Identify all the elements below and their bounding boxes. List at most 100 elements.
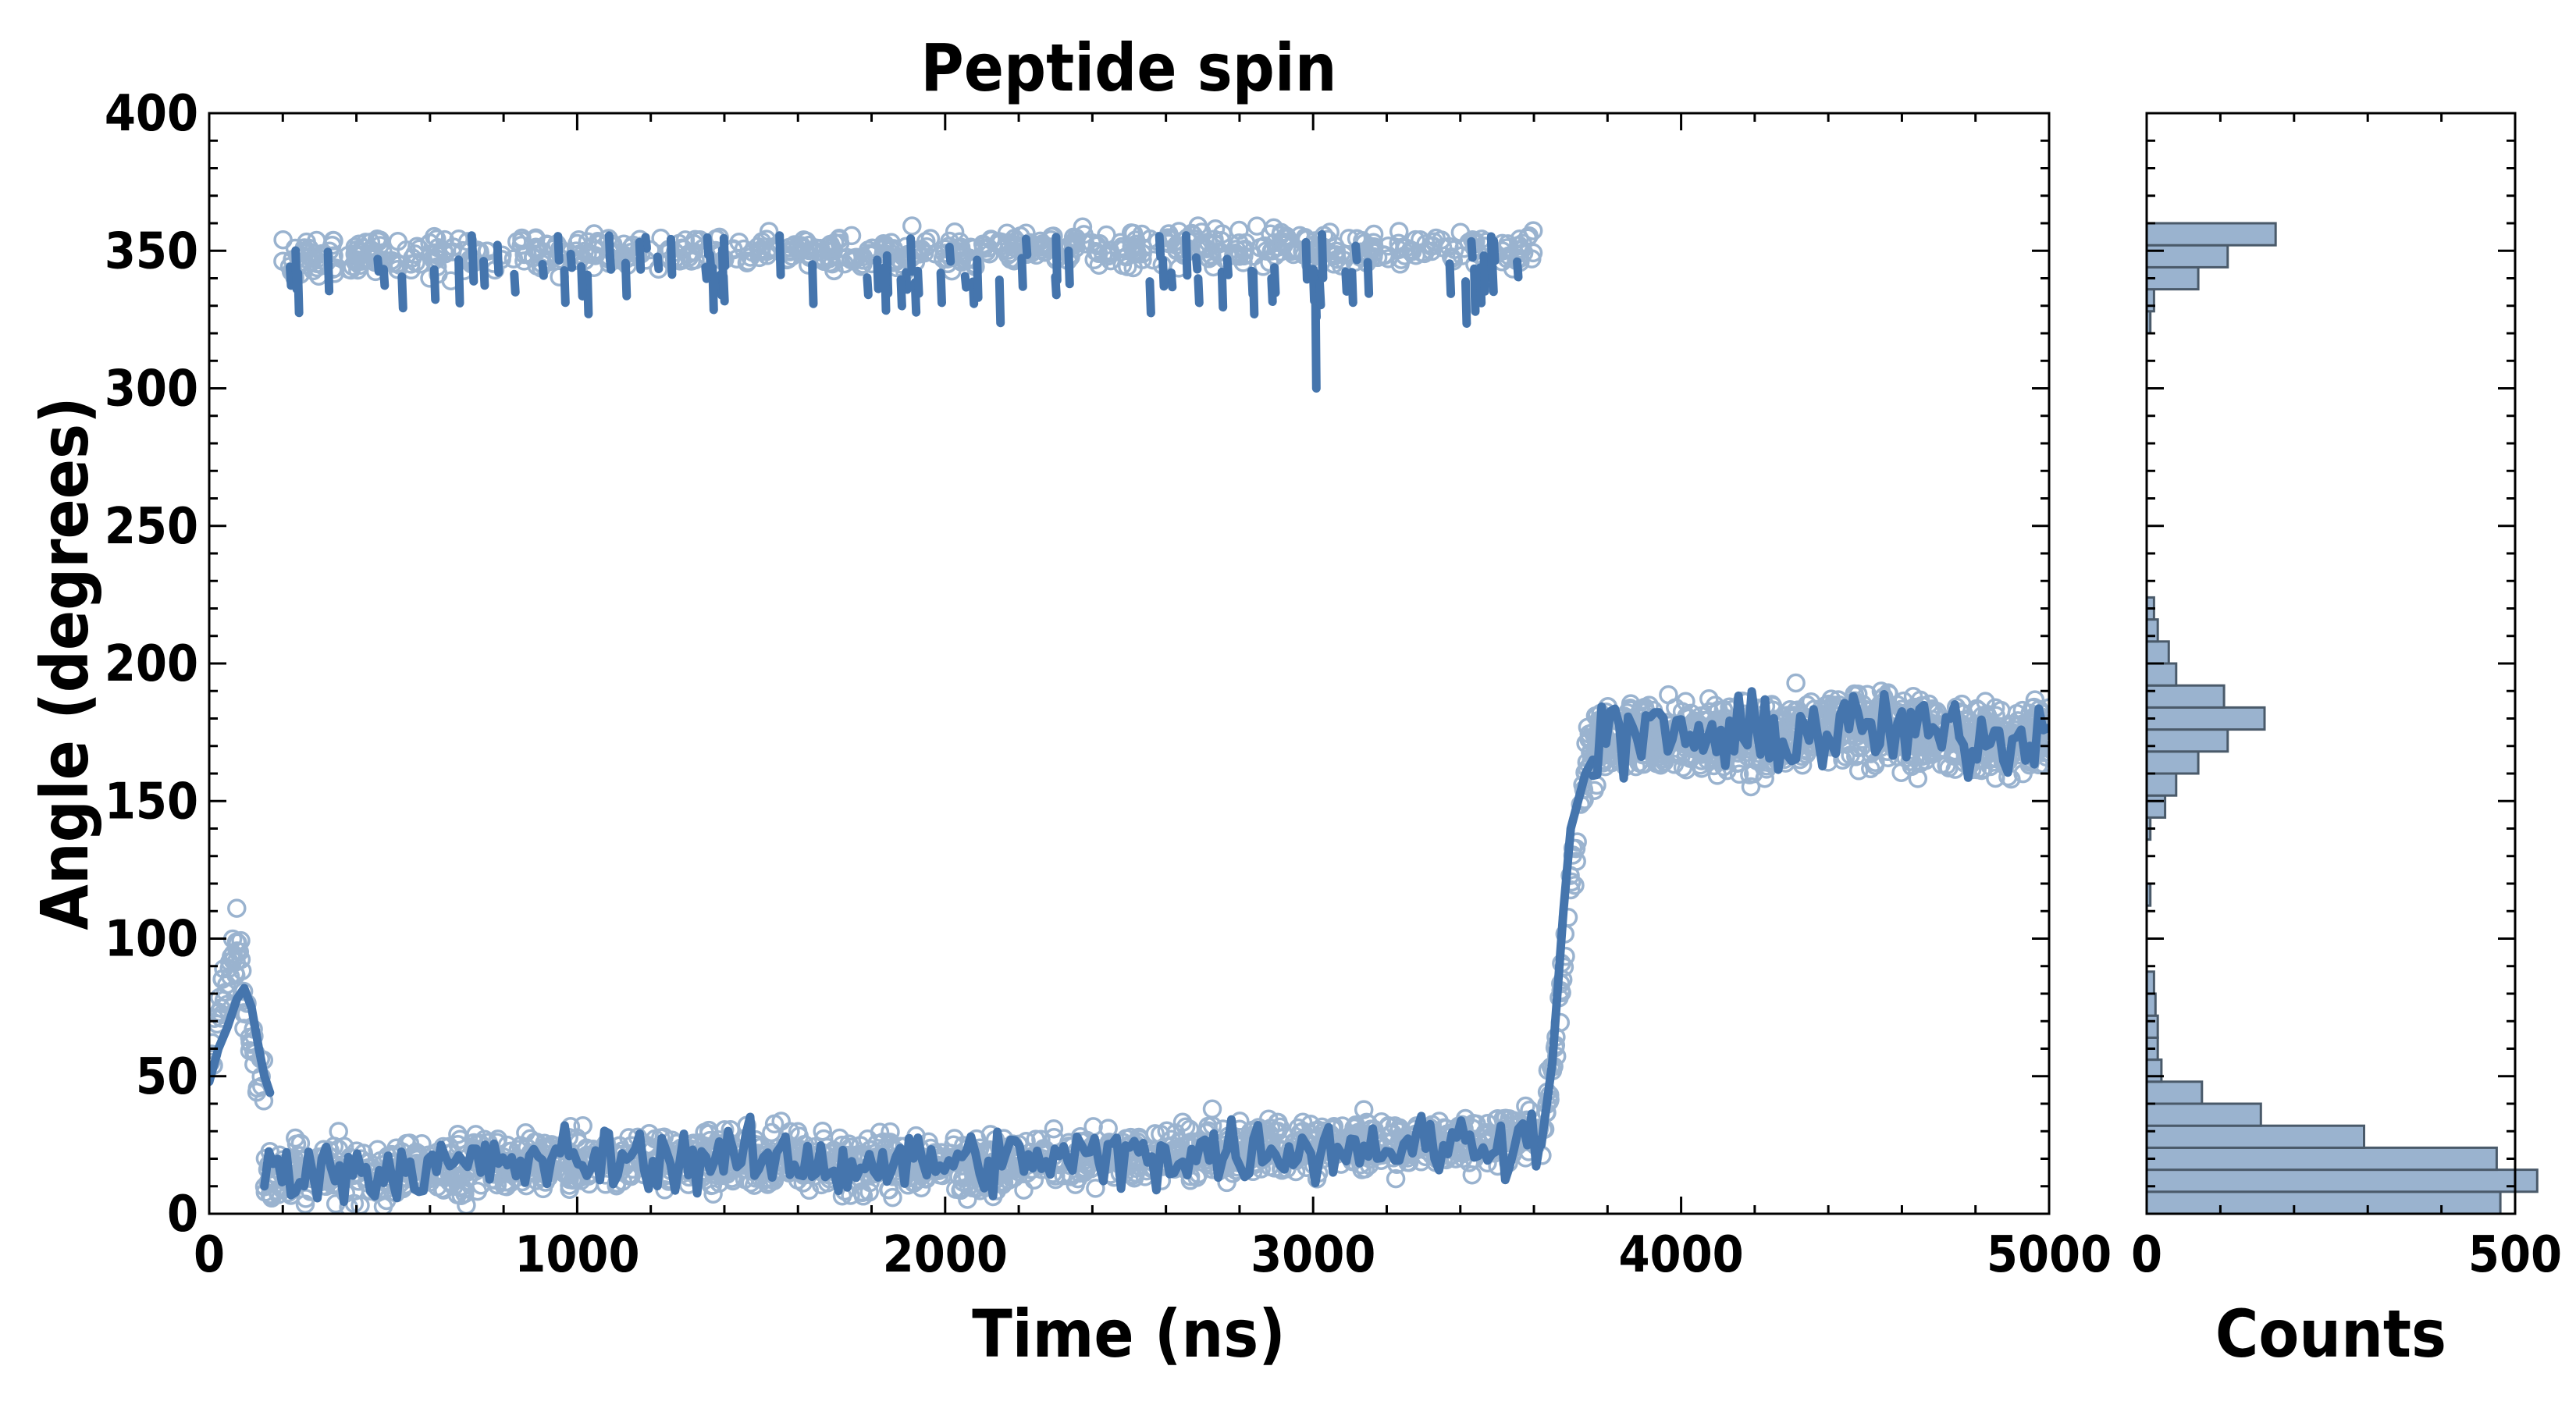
hist-x-tick-label: 500 — [2468, 1226, 2562, 1284]
running-average-line — [209, 229, 2049, 1207]
data-point — [1031, 1129, 1051, 1149]
data-point — [1386, 1168, 1406, 1189]
average-segment — [1166, 268, 1177, 292]
data-point — [451, 1186, 471, 1205]
data-point — [762, 1122, 781, 1143]
data-point — [873, 235, 893, 254]
histogram-bar — [2145, 706, 2266, 731]
y-tick-label: 300 — [105, 361, 198, 418]
data-point — [434, 1180, 454, 1200]
data-point — [1516, 1096, 1535, 1116]
data-point — [1646, 745, 1667, 765]
histogram-bar — [2145, 1014, 2159, 1039]
chart-title: Peptide spin — [920, 30, 1336, 106]
x-tick-label: 0 — [194, 1226, 225, 1284]
data-point — [1217, 1172, 1236, 1193]
data-point — [758, 1175, 777, 1194]
data-point — [1986, 768, 2005, 788]
average-segment — [1315, 279, 1325, 310]
data-point — [859, 1182, 879, 1202]
average-segment — [553, 232, 564, 265]
y-tick-label: 250 — [105, 498, 198, 556]
hist-x-tick-label: 0 — [2131, 1226, 2162, 1284]
data-point — [1422, 236, 1443, 255]
y-tick-label: 100 — [105, 911, 198, 969]
data-point — [1100, 241, 1120, 261]
data-point — [699, 1120, 719, 1140]
average-segment — [775, 231, 785, 279]
average-segment — [1301, 237, 1311, 284]
data-point — [1374, 245, 1394, 265]
data-point — [1212, 230, 1231, 251]
data-point — [771, 1112, 791, 1131]
data-point — [789, 1126, 809, 1146]
average-segment — [1467, 237, 1477, 262]
histogram-bar — [2145, 728, 2229, 753]
data-point — [2013, 763, 2033, 784]
data-point — [466, 1125, 486, 1144]
average-segment — [260, 1109, 1545, 1207]
data-point — [1786, 673, 1806, 693]
data-point — [1355, 1159, 1375, 1179]
average-segment — [902, 268, 912, 294]
average-segment — [1155, 232, 1165, 261]
average-segment — [604, 231, 615, 266]
average-segment — [454, 255, 464, 308]
average-segment — [1191, 253, 1202, 274]
data-point — [1585, 781, 1604, 800]
data-point — [1740, 765, 1759, 784]
data-point — [752, 232, 772, 251]
x-tick-label: 4000 — [1618, 1226, 1743, 1284]
data-point — [792, 238, 812, 258]
average-segment — [1479, 251, 1489, 296]
average-segment — [863, 273, 873, 300]
average-segment — [379, 265, 390, 290]
average-segment — [1513, 257, 1523, 282]
average-segment — [286, 262, 296, 290]
average-segment — [960, 272, 971, 292]
data-point — [525, 240, 546, 260]
histogram-bar — [2145, 618, 2159, 643]
data-point — [1852, 737, 1872, 756]
data-point — [1432, 237, 1453, 258]
histogram-bar — [2145, 1146, 2498, 1172]
data-point — [516, 1123, 535, 1143]
histogram-bar — [2145, 1124, 2365, 1149]
average-segment — [906, 234, 916, 276]
average-segment — [1247, 266, 1258, 299]
average-segment — [397, 272, 407, 313]
histogram-plot: 0 500 Counts — [2131, 112, 2562, 1372]
data-point — [1326, 241, 1347, 261]
data-point — [429, 246, 449, 266]
data-point — [1364, 233, 1383, 253]
scatter-points — [209, 216, 2049, 1214]
x-axis-label: Time (ns) — [972, 1296, 1286, 1372]
histogram-bar — [2145, 1168, 2539, 1193]
histogram-bar — [2145, 992, 2157, 1017]
data-point — [734, 239, 754, 259]
y-tick-label: 400 — [105, 85, 198, 143]
y-axis-label: Angle (degrees) — [27, 397, 103, 930]
average-segment — [493, 240, 503, 277]
histogram-x-axis-label: Counts — [2215, 1296, 2446, 1372]
average-segment — [873, 255, 883, 293]
data-point — [1086, 1179, 1105, 1198]
data-point — [1202, 1099, 1222, 1119]
x-tick-label: 1000 — [514, 1226, 639, 1284]
data-point — [1224, 244, 1244, 263]
data-point — [1157, 1121, 1176, 1141]
data-point — [585, 246, 605, 265]
y-tick-label: 200 — [105, 635, 198, 693]
data-point — [1389, 222, 1409, 241]
average-segment — [1194, 274, 1204, 308]
data-point — [1523, 221, 1543, 240]
x-tick-label: 5000 — [1987, 1226, 2112, 1284]
data-point — [2002, 715, 2023, 735]
data-point — [1379, 249, 1398, 269]
average-segment — [1318, 229, 1328, 283]
data-point — [1188, 216, 1208, 236]
data-point — [1385, 1116, 1405, 1136]
data-point — [841, 226, 862, 246]
data-point — [1101, 251, 1121, 271]
data-point — [254, 1091, 274, 1111]
